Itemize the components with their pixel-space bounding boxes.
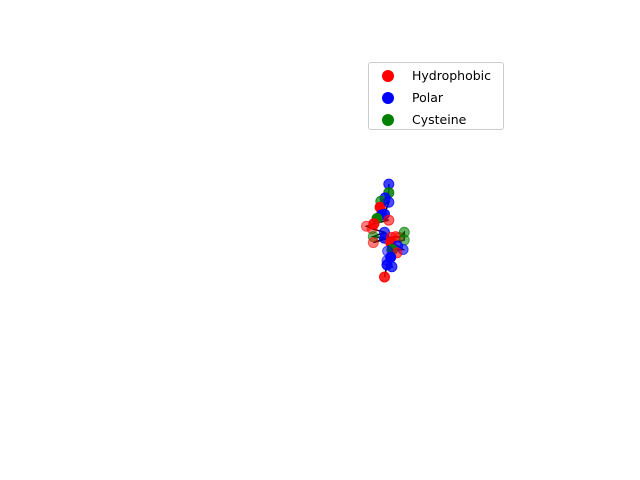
legend: Hydrophobic Polar Cysteine (368, 62, 504, 130)
legend-label-polar: Polar (412, 90, 444, 105)
point-polar-5 (383, 196, 395, 208)
legend-entry-polar: Polar (369, 88, 505, 108)
legend-label-hydrophobic: Hydrophobic (412, 68, 492, 83)
point-hydrophobic-32 (379, 271, 390, 283)
legend-marker-cysteine (382, 114, 394, 126)
point-hydrophobic-16 (367, 237, 379, 249)
legend-entry-hydrophobic: Hydrophobic (369, 66, 505, 86)
legend-marker-polar (382, 92, 394, 104)
point-hydrophobic-9 (383, 214, 395, 226)
points-layer (361, 178, 410, 283)
legend-marker-hydrophobic (382, 70, 394, 82)
point-polar-31 (381, 259, 393, 271)
legend-entry-cysteine: Cysteine (369, 110, 505, 130)
legend-label-cysteine: Cysteine (412, 112, 467, 127)
